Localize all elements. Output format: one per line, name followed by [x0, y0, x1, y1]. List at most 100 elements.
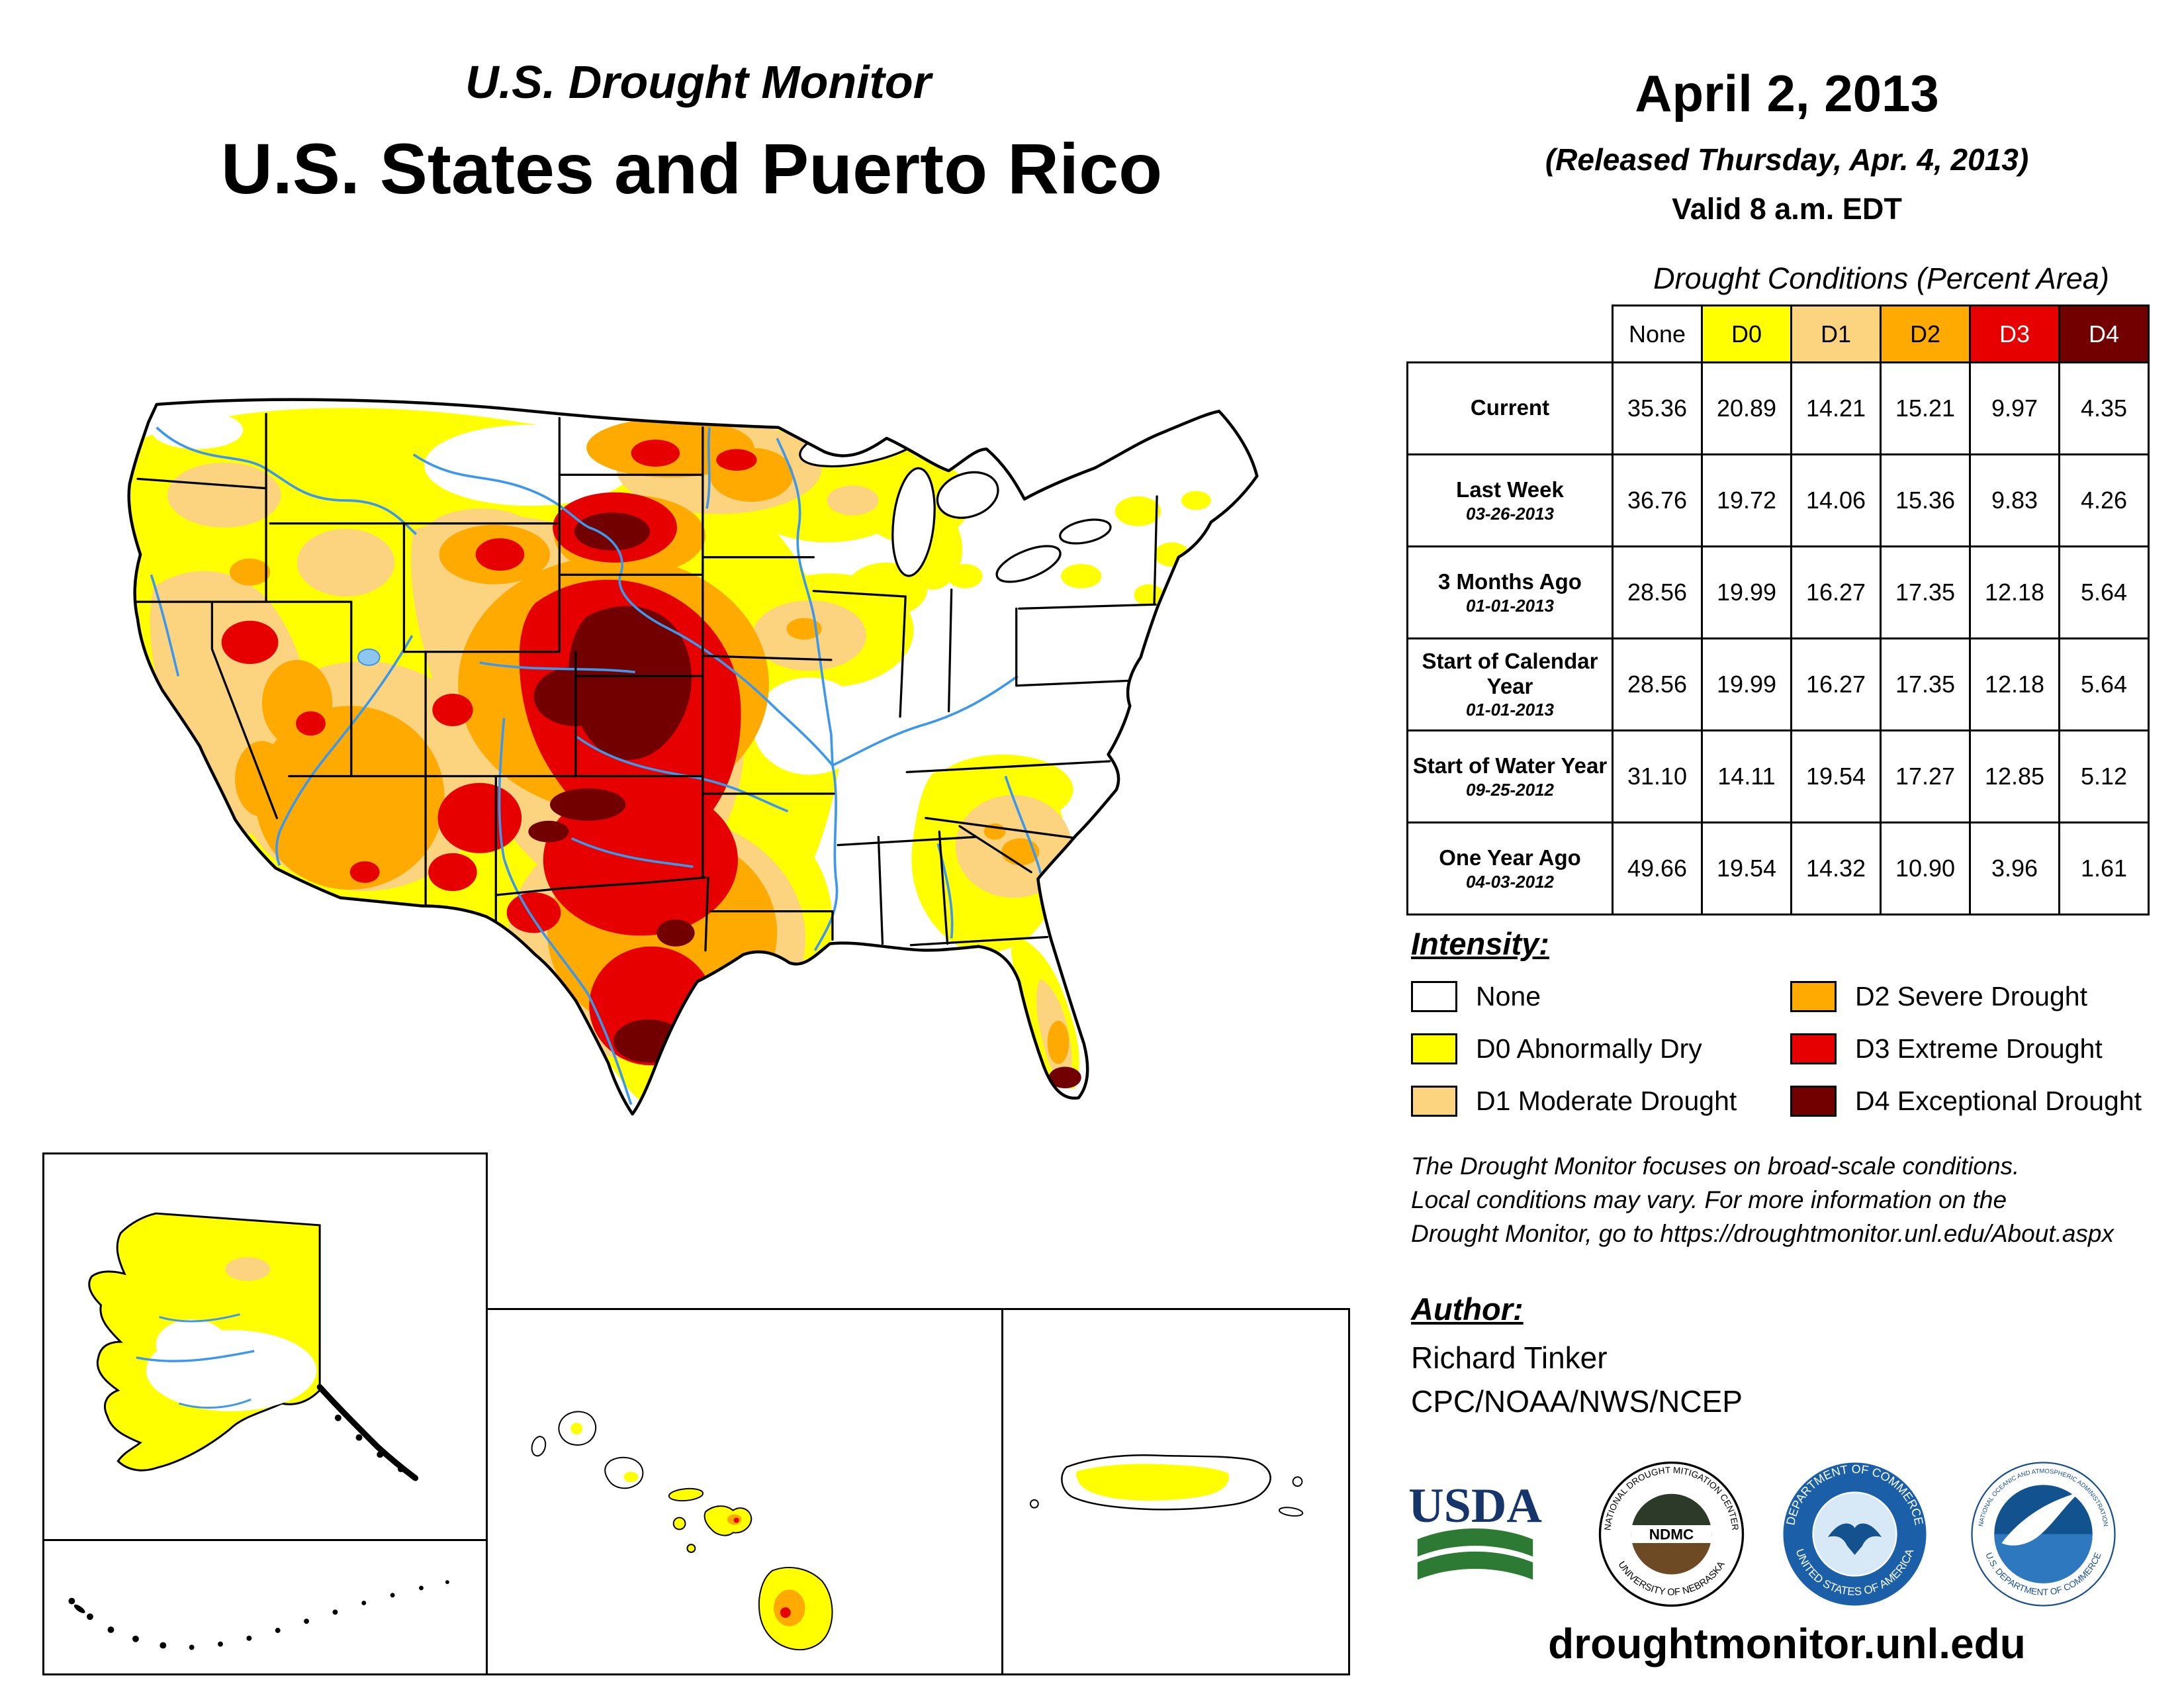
legend-label: None — [1476, 981, 1541, 1011]
value-cell: 1.61 — [2058, 821, 2150, 915]
hawaii-inset — [486, 1308, 1003, 1675]
drought-conditions-table: None D0 D1 D2 D3 D4 Current 35.36 20.89 … — [1406, 305, 2150, 915]
valid-time: Valid 8 a.m. EDT — [1672, 192, 1902, 226]
value-cell: 31.10 — [1612, 729, 1703, 823]
value-cell: 19.54 — [1701, 821, 1792, 915]
value-cell: 14.06 — [1790, 453, 1882, 547]
row-sublabel: 09-25-2012 — [1466, 779, 1554, 800]
noaa-ocean-icon — [1994, 1534, 2093, 1583]
disclaimer-line: Local conditions may vary. For more info… — [1411, 1186, 2007, 1214]
none-swatch — [1411, 981, 1457, 1012]
value-cell: 14.21 — [1790, 361, 1882, 455]
legend-label: D3 Extreme Drought — [1855, 1033, 2103, 1064]
legend-column-right: D2 Severe Drought D3 Extreme Drought D4 … — [1790, 981, 2142, 1117]
noaa-logo: NATIONAL OCEANIC AND ATMOSPHERIC ADMINIS… — [1971, 1462, 2116, 1607]
legend-item-d3: D3 Extreme Drought — [1790, 1033, 2142, 1064]
legend-item-none: None — [1411, 981, 1737, 1012]
table-corner-cell — [1408, 306, 1613, 363]
value-cell: 12.85 — [1969, 729, 2060, 823]
d2-swatch — [1790, 981, 1837, 1012]
value-cell: 15.21 — [1880, 361, 1971, 455]
legend-label: D0 Abnormally Dry — [1476, 1033, 1702, 1064]
conus-drought-map — [127, 398, 1259, 1116]
hawaii-map — [531, 1411, 833, 1651]
table-row-last-week: Last Week 03-26-2013 36.76 19.72 14.06 15… — [1406, 453, 2150, 547]
value-cell: 36.76 — [1612, 453, 1703, 547]
alaska-map — [88, 1212, 419, 1481]
table-row-3-months-ago: 3 Months Ago 01-01-2013 28.56 19.99 16.27… — [1406, 545, 2150, 639]
puerto-rico-inset — [1001, 1308, 1350, 1675]
column-header-d0: D0 — [1701, 305, 1792, 363]
d4-swatch — [1790, 1086, 1837, 1117]
value-cell: 17.35 — [1880, 637, 1971, 731]
row-label: 3 Months Ago — [1438, 569, 1582, 594]
state-borders — [131, 412, 1158, 953]
footer-url: droughtmonitor.unl.edu — [1548, 1620, 2026, 1667]
table-header-row: None D0 D1 D2 D3 D4 — [1408, 305, 2150, 363]
column-header-d1: D1 — [1790, 305, 1882, 363]
disclaimer-line: Drought Monitor, go to https://droughtmo… — [1411, 1220, 2114, 1248]
value-cell: 19.54 — [1790, 729, 1882, 823]
author-heading: Author: — [1411, 1291, 1524, 1327]
disclaimer: The Drought Monitor focuses on broad-sca… — [1411, 1149, 2114, 1250]
value-cell: 5.64 — [2058, 637, 2150, 731]
d0-swatch — [1411, 1033, 1457, 1064]
usda-swoosh-icon — [1417, 1528, 1533, 1557]
value-cell: 28.56 — [1612, 637, 1703, 731]
row-label: Start of Water Year — [1412, 753, 1608, 778]
legend-label: D2 Severe Drought — [1855, 981, 2087, 1011]
value-cell: 19.99 — [1701, 545, 1792, 639]
row-label: Current — [1470, 395, 1550, 420]
value-cell: 35.36 — [1612, 361, 1703, 455]
ndmc-logo: NATIONAL DROUGHT MITIGATION CENTER UNIVE… — [1598, 1461, 1745, 1607]
author-organization: CPC/NOAA/NWS/NCEP — [1411, 1384, 1743, 1419]
column-header-d2: D2 — [1880, 305, 1971, 363]
noaa-bird-icon — [2001, 1492, 2079, 1546]
doc-eagle-icon — [1828, 1523, 1882, 1555]
value-cell: 14.32 — [1790, 821, 1882, 915]
commerce-logo: DEPARTMENT OF COMMERCE UNITED STATES OF … — [1783, 1462, 1927, 1606]
intensity-heading: Intensity: — [1411, 926, 1549, 961]
us-coastline-outline — [127, 398, 1259, 1116]
page-title: U.S. States and Puerto Rico — [220, 128, 1163, 209]
value-cell: 19.99 — [1701, 637, 1792, 731]
value-cell: 14.11 — [1701, 729, 1792, 823]
value-cell: 9.97 — [1969, 361, 2060, 455]
table-row-one-year-ago: One Year Ago 04-03-2012 49.66 19.54 14.32… — [1406, 821, 2150, 915]
legend-item-d1: D1 Moderate Drought — [1411, 1086, 1737, 1117]
ndmc-banner — [1631, 1525, 1712, 1543]
table-title: Drought Conditions (Percent Area) — [1653, 261, 2109, 295]
row-label: Start of Calendar Year — [1422, 648, 1598, 698]
value-cell: 3.96 — [1969, 821, 2060, 915]
column-header-none: None — [1612, 305, 1703, 363]
map-date: April 2, 2013 — [1635, 64, 1939, 122]
row-sublabel: 03-26-2013 — [1466, 503, 1554, 524]
legend-item-d0: D0 Abnormally Dry — [1411, 1033, 1737, 1064]
ndmc-soil-icon — [1631, 1534, 1712, 1575]
value-cell: 17.35 — [1880, 545, 1971, 639]
value-cell: 10.90 — [1880, 821, 1971, 915]
drought-layer-d4 — [528, 512, 1081, 1089]
alaska-panhandle — [316, 1383, 419, 1481]
legend-label: D4 Exceptional Drought — [1855, 1086, 2142, 1116]
aleutians-inset — [42, 1539, 488, 1675]
hawaiian-islands — [531, 1411, 833, 1651]
ndmc-logo-text: NDMC — [1649, 1526, 1694, 1542]
value-cell: 12.18 — [1969, 637, 2060, 731]
alaska-inset — [42, 1152, 488, 1541]
row-sublabel: 04-03-2012 — [1466, 871, 1554, 892]
row-label: Last Week — [1456, 477, 1564, 502]
alaska-rivers — [136, 1313, 255, 1409]
disclaimer-line: The Drought Monitor focuses on broad-sca… — [1411, 1152, 2020, 1180]
aleutian-islands — [68, 1580, 449, 1650]
released-date: (Released Thursday, Apr. 4, 2013) — [1545, 142, 2029, 177]
author-name: Richard Tinker — [1411, 1340, 1608, 1375]
value-cell: 49.66 — [1612, 821, 1703, 915]
usda-logo-text: USDA — [1408, 1479, 1542, 1533]
report-supertitle: U.S. Drought Monitor — [465, 56, 931, 108]
puerto-rico-island — [1029, 1454, 1304, 1517]
legend-item-d2: D2 Severe Drought — [1790, 981, 2142, 1012]
usda-logo: USDA — [1408, 1479, 1542, 1580]
table-row-current: Current 35.36 20.89 14.21 15.21 9.97 4.3… — [1406, 361, 2150, 455]
